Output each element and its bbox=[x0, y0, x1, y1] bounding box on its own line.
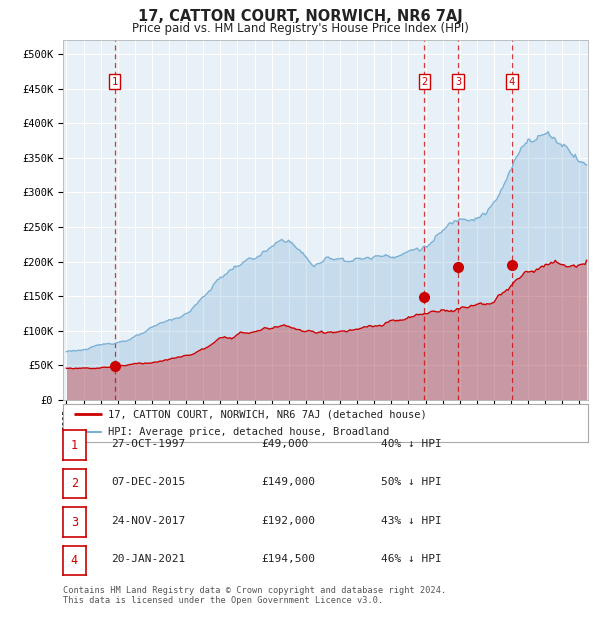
Text: 2: 2 bbox=[421, 77, 427, 87]
Text: Price paid vs. HM Land Registry's House Price Index (HPI): Price paid vs. HM Land Registry's House … bbox=[131, 22, 469, 35]
Text: 43% ↓ HPI: 43% ↓ HPI bbox=[381, 516, 442, 526]
Text: £192,000: £192,000 bbox=[261, 516, 315, 526]
Text: 46% ↓ HPI: 46% ↓ HPI bbox=[381, 554, 442, 564]
Text: 40% ↓ HPI: 40% ↓ HPI bbox=[381, 439, 442, 449]
Text: 50% ↓ HPI: 50% ↓ HPI bbox=[381, 477, 442, 487]
Text: 20-JAN-2021: 20-JAN-2021 bbox=[111, 554, 185, 564]
Text: 4: 4 bbox=[509, 77, 515, 87]
Text: 27-OCT-1997: 27-OCT-1997 bbox=[111, 439, 185, 449]
Text: £194,500: £194,500 bbox=[261, 554, 315, 564]
Text: 17, CATTON COURT, NORWICH, NR6 7AJ: 17, CATTON COURT, NORWICH, NR6 7AJ bbox=[137, 9, 463, 24]
Text: 07-DEC-2015: 07-DEC-2015 bbox=[111, 477, 185, 487]
Text: 3: 3 bbox=[71, 516, 78, 528]
Text: 2: 2 bbox=[71, 477, 78, 490]
Text: £149,000: £149,000 bbox=[261, 477, 315, 487]
Text: £49,000: £49,000 bbox=[261, 439, 308, 449]
Text: 1: 1 bbox=[112, 77, 118, 87]
Text: 24-NOV-2017: 24-NOV-2017 bbox=[111, 516, 185, 526]
Text: 1: 1 bbox=[71, 439, 78, 451]
Text: 4: 4 bbox=[71, 554, 78, 567]
Text: 17, CATTON COURT, NORWICH, NR6 7AJ (detached house): 17, CATTON COURT, NORWICH, NR6 7AJ (deta… bbox=[107, 409, 427, 419]
Text: 3: 3 bbox=[455, 77, 461, 87]
Text: Contains HM Land Registry data © Crown copyright and database right 2024.
This d: Contains HM Land Registry data © Crown c… bbox=[63, 586, 446, 605]
Text: HPI: Average price, detached house, Broadland: HPI: Average price, detached house, Broa… bbox=[107, 427, 389, 437]
